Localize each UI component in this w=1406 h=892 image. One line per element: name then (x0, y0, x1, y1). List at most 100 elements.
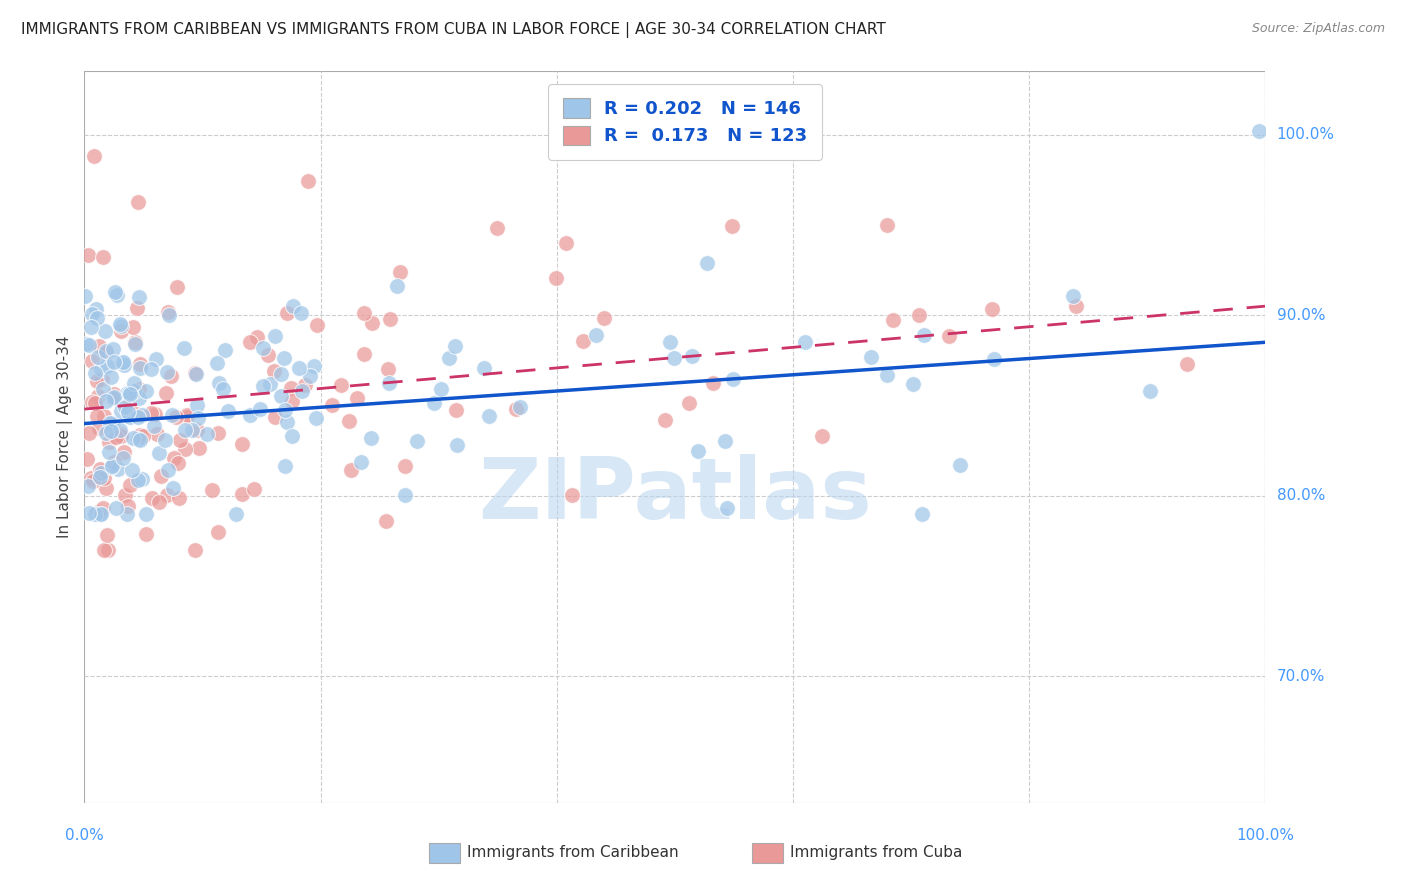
Point (141, 491, 163, 505)
Point (163, 450, 186, 465)
Point (980, 301, 1002, 316)
Point (157, 463, 180, 477)
Point (75, 336, 97, 351)
Point (593, 310, 616, 325)
Point (217, 404, 239, 418)
Point (98, 416, 121, 430)
Point (430, 382, 453, 396)
Point (245, 329, 267, 343)
Point (294, 378, 316, 392)
Point (270, 389, 292, 403)
Point (263, 329, 285, 343)
Point (910, 507, 932, 521)
Point (378, 376, 401, 391)
Point (662, 351, 685, 365)
Point (127, 474, 149, 488)
Text: Source: ZipAtlas.com: Source: ZipAtlas.com (1251, 22, 1385, 36)
Point (128, 290, 150, 304)
Point (80, 354, 103, 368)
Point (276, 416, 298, 430)
Point (654, 412, 676, 426)
Point (252, 341, 274, 355)
Point (77, 248, 100, 262)
Point (96, 359, 118, 373)
Point (721, 219, 744, 233)
Point (100, 424, 122, 438)
Point (287, 361, 309, 376)
Point (394, 488, 416, 502)
Point (148, 446, 170, 460)
Point (350, 455, 373, 469)
Point (259, 377, 281, 392)
Point (89, 462, 111, 476)
Point (353, 306, 375, 320)
Point (89, 470, 111, 484)
Point (903, 376, 925, 391)
Point (276, 305, 298, 319)
Text: ZIPatlas: ZIPatlas (478, 454, 872, 537)
Point (118, 385, 141, 400)
Point (110, 324, 132, 338)
Point (274, 459, 297, 474)
Point (181, 423, 204, 437)
Point (97, 445, 120, 459)
Point (184, 543, 207, 558)
Point (157, 305, 180, 319)
Point (118, 477, 141, 491)
Point (77, 338, 100, 352)
Point (103, 390, 125, 404)
Point (129, 360, 152, 375)
Point (114, 488, 136, 502)
Point (104, 285, 127, 300)
Point (249, 401, 271, 416)
Point (377, 361, 399, 376)
Point (186, 423, 208, 437)
Point (103, 387, 125, 401)
Point (96, 343, 118, 358)
Point (305, 410, 328, 425)
Point (678, 396, 700, 410)
Point (437, 351, 460, 366)
Point (167, 456, 190, 470)
Point (108, 317, 131, 331)
Point (681, 349, 703, 363)
Point (716, 501, 738, 516)
Point (122, 431, 145, 445)
Point (114, 400, 136, 414)
Point (96, 425, 118, 440)
Point (145, 427, 167, 442)
Point (89, 507, 111, 521)
Point (97, 434, 120, 449)
Point (273, 402, 295, 417)
Point (107, 462, 129, 476)
Point (176, 408, 198, 422)
Point (406, 434, 429, 449)
Point (96, 528, 118, 542)
Point (84, 507, 107, 521)
Point (321, 398, 343, 412)
Point (110, 426, 132, 441)
Point (983, 351, 1005, 366)
Point (82, 474, 104, 488)
Point (173, 341, 195, 355)
Point (555, 236, 578, 251)
Point (214, 343, 236, 358)
Y-axis label: In Labor Force | Age 30-34: In Labor Force | Age 30-34 (58, 335, 73, 539)
Point (101, 342, 124, 356)
Point (90, 361, 112, 376)
Point (114, 356, 136, 370)
Point (145, 351, 167, 366)
Point (129, 357, 152, 371)
Point (155, 365, 177, 379)
Point (86, 310, 108, 325)
Point (110, 404, 132, 418)
Point (509, 400, 531, 414)
Point (94, 346, 117, 360)
Text: 70.0%: 70.0% (1277, 669, 1324, 684)
Point (87, 504, 110, 518)
Point (353, 347, 375, 361)
Point (87, 350, 110, 364)
Point (131, 472, 153, 486)
Point (201, 483, 224, 498)
Point (162, 481, 184, 495)
